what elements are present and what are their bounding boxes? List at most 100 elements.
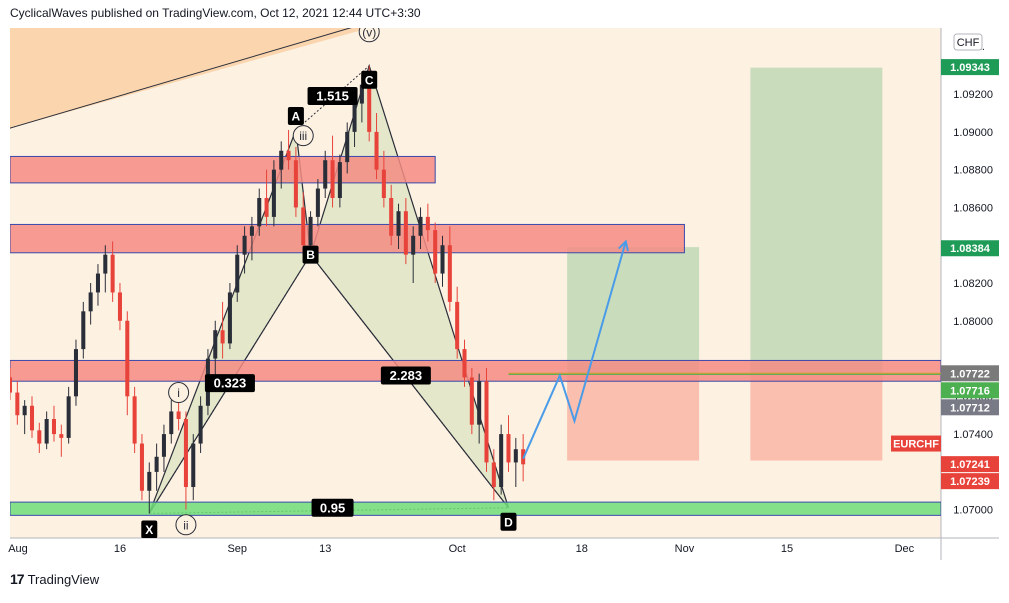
candle-body <box>117 292 122 321</box>
stop-zone-1 <box>750 373 883 461</box>
candle-body <box>359 84 364 104</box>
candle <box>44 411 49 450</box>
tradingview-brand: TradingView <box>27 571 100 587</box>
pivot-label-bg <box>141 520 158 538</box>
candle-body <box>257 198 262 227</box>
candle-body <box>352 103 357 132</box>
wave-label-text: i <box>177 386 180 400</box>
candle-body <box>469 377 474 425</box>
candle-body <box>125 320 130 397</box>
price-label-bg <box>941 365 999 382</box>
candle-body <box>425 216 430 231</box>
pivot-label: D <box>500 512 517 531</box>
tradingview-footer[interactable]: 17 TradingView <box>10 571 99 587</box>
candle-body <box>213 330 218 359</box>
candle <box>139 434 144 501</box>
candle-body <box>381 169 386 198</box>
ratio-label-text: 0.323 <box>214 376 247 391</box>
price-tick-label: 1.09000 <box>953 127 993 139</box>
tradingview-logo-icon: 17 <box>10 571 25 587</box>
ratio-label: 0.323 <box>204 374 255 393</box>
pivot-label-text: C <box>365 73 374 87</box>
candle <box>169 400 174 444</box>
candle <box>293 147 298 217</box>
candle <box>345 122 350 174</box>
price-label: 1.09343 <box>941 59 999 76</box>
pivot-label-bg <box>361 70 378 89</box>
candle <box>462 339 467 387</box>
ratio-label-bg <box>380 366 431 385</box>
candle <box>132 386 137 453</box>
currency-badge-bg <box>953 33 983 51</box>
candle-body <box>59 434 64 438</box>
publisher-caption: CyclicalWaves published on TradingView.c… <box>10 6 421 20</box>
price-tick-label: 1.07000 <box>953 505 993 517</box>
time-tick-label: 18 <box>576 543 588 555</box>
candle-body <box>227 292 232 344</box>
candle-body <box>499 434 504 487</box>
pivot-label-text: X <box>145 523 153 537</box>
pivot-label: C <box>361 70 378 89</box>
ratio-label: 1.515 <box>307 87 358 105</box>
wave-label: iii <box>292 125 314 147</box>
stop-zone-0 <box>567 373 700 461</box>
candle <box>330 135 335 208</box>
candle <box>513 437 518 487</box>
candle-body <box>242 235 247 255</box>
price-tick-label: 1.08000 <box>953 316 993 328</box>
price-label-text: 1.09343 <box>950 62 990 74</box>
candle-body <box>110 254 115 293</box>
candle-body <box>22 405 27 416</box>
time-axis[interactable] <box>10 538 999 560</box>
candle <box>51 405 57 442</box>
pivot-label-bg <box>302 245 319 264</box>
candle-body <box>286 150 291 161</box>
candle-body <box>169 411 174 435</box>
price-label-text: 1.07722 <box>950 368 990 380</box>
candle <box>477 373 482 444</box>
price-label-text: 1.07241 <box>950 459 990 471</box>
candle <box>10 368 13 401</box>
candle <box>191 434 196 501</box>
candle <box>499 424 504 495</box>
price-label-bg <box>941 399 999 416</box>
candle <box>37 422 42 453</box>
pivot-label-bg <box>500 512 517 531</box>
candle-body <box>264 198 269 217</box>
candle <box>59 424 64 457</box>
projection-path <box>522 241 627 460</box>
candle-body <box>66 396 71 438</box>
price-label-bg <box>941 473 999 490</box>
candle-body <box>477 381 482 425</box>
candle <box>433 222 438 283</box>
candle <box>235 245 240 302</box>
price-label: 1.07241 <box>941 456 999 473</box>
wave-label-circle <box>168 382 190 404</box>
upper-channel-fill <box>10 28 370 129</box>
candle-body <box>147 471 152 491</box>
candle <box>88 283 93 325</box>
pivot-label-text: D <box>504 515 513 529</box>
candle-body <box>198 405 203 444</box>
wave-label-circle <box>358 28 380 43</box>
candle-body <box>418 216 423 236</box>
candle-body <box>440 245 445 274</box>
ratio-label-bg <box>311 498 354 517</box>
time-tick-label: Aug <box>8 543 28 555</box>
price-axis[interactable] <box>941 28 999 538</box>
price-label: 1.08384 <box>941 240 999 257</box>
price-label-bg <box>941 382 999 399</box>
candle <box>447 226 452 312</box>
ratio-label-text: 2.283 <box>390 368 423 383</box>
candle-body <box>484 381 489 463</box>
candle <box>257 188 262 236</box>
time-tick-label: 15 <box>781 543 793 555</box>
candle <box>286 130 291 170</box>
candle-body <box>308 216 313 246</box>
candle <box>403 198 408 265</box>
price-label: 1.07712 <box>941 399 999 416</box>
candle-body <box>403 211 408 255</box>
candle-body <box>81 311 86 350</box>
